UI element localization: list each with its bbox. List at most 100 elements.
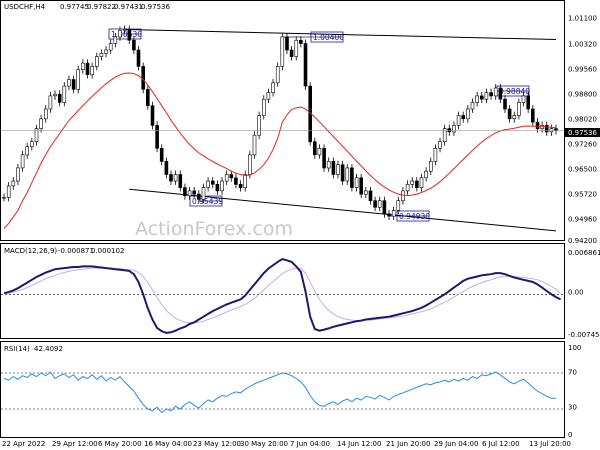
candle-body: [201, 187, 206, 200]
candle-body: [53, 93, 57, 97]
candle-body: [81, 62, 85, 70]
candle-body: [456, 115, 461, 126]
price-ytick-label: 0.98020: [568, 116, 597, 124]
candle-body: [104, 49, 108, 54]
candle-body: [183, 187, 187, 197]
candle-body: [540, 125, 544, 130]
candle-body: [197, 193, 201, 200]
candle-body: [470, 102, 475, 110]
candle-body: [326, 161, 331, 169]
candle-body: [466, 108, 470, 120]
candle-body: [16, 167, 20, 182]
candle-body: [535, 121, 540, 129]
candle-body: [178, 174, 183, 188]
rsi-ytick-label: 100: [568, 344, 581, 352]
xtick-label: 13 Jul 20:00: [529, 440, 571, 448]
candle-body: [159, 148, 164, 162]
price-ytick-label: 0.96500: [568, 166, 597, 174]
candle-body: [322, 148, 326, 169]
candle-body: [377, 200, 382, 208]
candle-body: [530, 108, 535, 123]
price-ytick-label: 1.00320: [568, 41, 597, 49]
candle-body: [521, 95, 526, 103]
rsi-line: [3, 371, 556, 414]
price-header-high: 0.97822: [87, 3, 116, 11]
candle-body: [424, 170, 428, 179]
candle-body: [507, 108, 512, 120]
candle-body: [187, 190, 192, 197]
rsi-ytick-label: 70: [568, 369, 577, 377]
candle-body: [419, 177, 424, 188]
candle-body: [312, 141, 317, 156]
candle-body: [248, 154, 252, 175]
macd-ytick-label: 0.006861: [568, 249, 600, 257]
candle-body: [401, 190, 405, 201]
candle-body: [67, 79, 71, 87]
candle-body: [382, 200, 387, 215]
candle-body: [211, 180, 215, 185]
candle-body: [285, 36, 289, 51]
macd-main-line: [3, 258, 562, 334]
candle-body: [489, 92, 493, 97]
rsi-header-value: 42.4092: [34, 345, 63, 353]
price-header-title: USDCHF,H4: [4, 3, 46, 11]
xtick-label: 30 May 20:00: [240, 440, 288, 448]
candle-body: [62, 85, 67, 103]
candle-body: [71, 79, 76, 90]
candle-body: [363, 190, 368, 195]
macd-ytick-label: -0.007454: [568, 331, 600, 339]
annotation-label: 1.00400: [313, 33, 344, 42]
xtick-label: 6 May 20:00: [98, 440, 142, 448]
candle-body: [544, 125, 549, 133]
candle-body: [275, 66, 280, 84]
candle-body: [99, 52, 104, 57]
candle-body: [428, 161, 433, 172]
candle-body: [498, 87, 503, 100]
candle-body: [224, 174, 229, 182]
candle-body: [299, 39, 303, 44]
candle-body: [25, 146, 30, 156]
candle-body: [238, 184, 243, 188]
candle-body: [206, 180, 210, 188]
candle-body: [391, 210, 396, 217]
trendline: [124, 28, 557, 41]
price-header-low: 0.97431: [114, 3, 143, 11]
candle-body: [526, 95, 531, 110]
macd-header-value-signal: 0.000102: [91, 247, 124, 255]
candle-body: [461, 115, 466, 120]
candle-body: [118, 30, 122, 38]
annotation-label: 0.94930: [399, 212, 430, 221]
xtick-label: 23 May 12:00: [193, 440, 241, 448]
macd-panel-frame: [0, 243, 565, 339]
candle-body: [34, 128, 39, 143]
candle-body: [57, 93, 62, 103]
candle-body: [173, 174, 178, 182]
xtick-label: 16 May 04:00: [144, 440, 192, 448]
candle-body: [29, 141, 34, 147]
candle-body: [252, 134, 257, 156]
candle-body: [554, 128, 558, 131]
candle-body: [294, 39, 299, 57]
macd-header-value-main: -0.000871: [58, 247, 94, 255]
candle-body: [132, 39, 136, 51]
candle-body: [76, 69, 80, 90]
candle-body: [220, 180, 224, 192]
candle-body: [122, 29, 127, 31]
xtick-label: 29 Apr 12:00: [52, 440, 98, 448]
macd-header-title: MACD(12,26,9): [4, 247, 57, 255]
candle-body: [410, 180, 415, 185]
candle-body: [340, 164, 345, 182]
candle-body: [155, 125, 159, 149]
candle-body: [192, 190, 196, 195]
candle-body: [317, 148, 322, 156]
candle-body: [289, 49, 294, 57]
candle-body: [85, 62, 90, 75]
xtick-label: 6 Jul 12:00: [482, 440, 520, 448]
candle-body: [373, 200, 377, 208]
candle-body: [387, 213, 391, 217]
price-ytick-label: 0.98800: [568, 91, 597, 99]
current-price-marker: [565, 128, 600, 137]
price-header-open: 0.97745: [60, 3, 89, 11]
